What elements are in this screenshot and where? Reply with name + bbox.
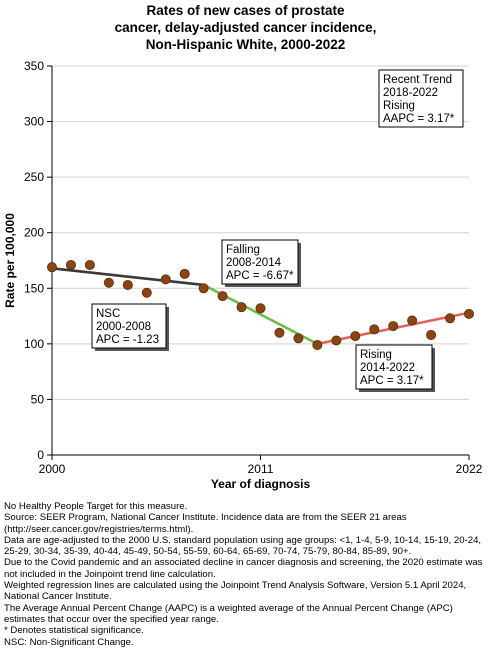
annotation-box [221,239,299,285]
data-point [255,303,266,314]
footnotes: No Healthy People Target for this measur… [4,501,490,648]
trend-line [50,266,205,287]
annotation-text: 2014-2022 [360,362,415,374]
y-tick-label: 300 [24,115,44,129]
x-tick-label: 2000 [39,462,66,476]
annotation-box [355,344,433,390]
data-point [426,329,437,340]
annotation-text: 2018-2022 [383,87,438,99]
annotation-text: Recent Trend [383,74,452,86]
axis-layer: 0 50 100 150 200 250 300 350 2000 2011 2022 Year of… [3,59,483,491]
x-tick-label: 2011 [248,462,274,476]
y-tick-label: 200 [24,226,44,240]
chart-title: Rates of new cases of prostate cancer, d… [0,2,491,53]
chart-title-line-2: cancer, delay-adjusted cancer incidence, [114,20,377,35]
y-tick-label: 100 [24,337,44,351]
data-point [179,268,190,279]
data-point [217,291,228,302]
annotation-text: NSC [96,308,120,320]
footnote-6: The Average Annual Percent Change (AAPC)… [4,602,456,625]
x-tick-label: 2022 [456,462,483,476]
data-point [122,279,133,290]
data-point [65,259,76,270]
chart-title-line-3: Non-Hispanic White, 2000-2022 [145,37,346,52]
y-tick-label: 0 [37,448,44,462]
annotation-text: APC = -1.23 [96,334,159,346]
chart-title-line-1: Rates of new cases of prostate [146,3,345,18]
y-tick-label: 150 [24,281,44,295]
footnote-1: No Healthy People Target for this measur… [4,501,188,512]
annotation-text: APC = -6.67* [226,270,294,282]
data-point [236,302,247,313]
footnote-8: NSC: Non-Significant Change. [4,636,134,648]
annotation-text: AAPC = 3.17* [383,113,455,125]
data-points [47,259,474,350]
footnote-7: * Denotes statistical significance. [4,625,144,637]
y-axis-label: Rate per 100,000 [3,213,17,308]
data-point [47,262,58,273]
y-tick-label: 50 [31,392,45,406]
incidence-chart: 0 50 100 150 200 250 300 350 2000 2011 2022 Year of… [3,59,483,491]
annotation-text: 2000-2008 [96,321,151,333]
data-point [369,324,380,335]
data-point [103,277,114,288]
annotation-text: 2008-2014 [226,257,282,269]
footnote-4: Due to the Covid pandemic and an associa… [4,557,486,580]
x-axis-label: Year of diagnosis [211,477,311,491]
data-point [312,339,323,350]
annotation-text: APC = 3.17* [360,375,424,387]
data-point [274,327,285,338]
data-point [198,283,209,294]
data-point [388,321,399,332]
data-point [160,274,171,285]
annotation-text: Falling [226,244,260,256]
annotation-text: Rising [383,100,415,112]
data-point [407,315,418,326]
data-point [445,313,456,324]
annotation-box [91,303,167,349]
data-point [141,287,152,298]
annotation-text: Rising [360,349,392,361]
data-point [463,308,474,319]
data-point [331,335,342,346]
footnote-2: Source: SEER Program, National Cancer In… [4,512,410,535]
data-point [84,259,95,270]
footnote-5: Weighted regression lines are calculated… [4,580,469,603]
annotation-box [378,69,464,128]
footnote-3: Data are age-adjusted to the 2000 U.S. s… [4,534,484,558]
y-tick-label: 350 [24,59,44,73]
data-point [293,333,304,344]
data-point [350,331,361,342]
y-tick-label: 250 [24,170,44,184]
